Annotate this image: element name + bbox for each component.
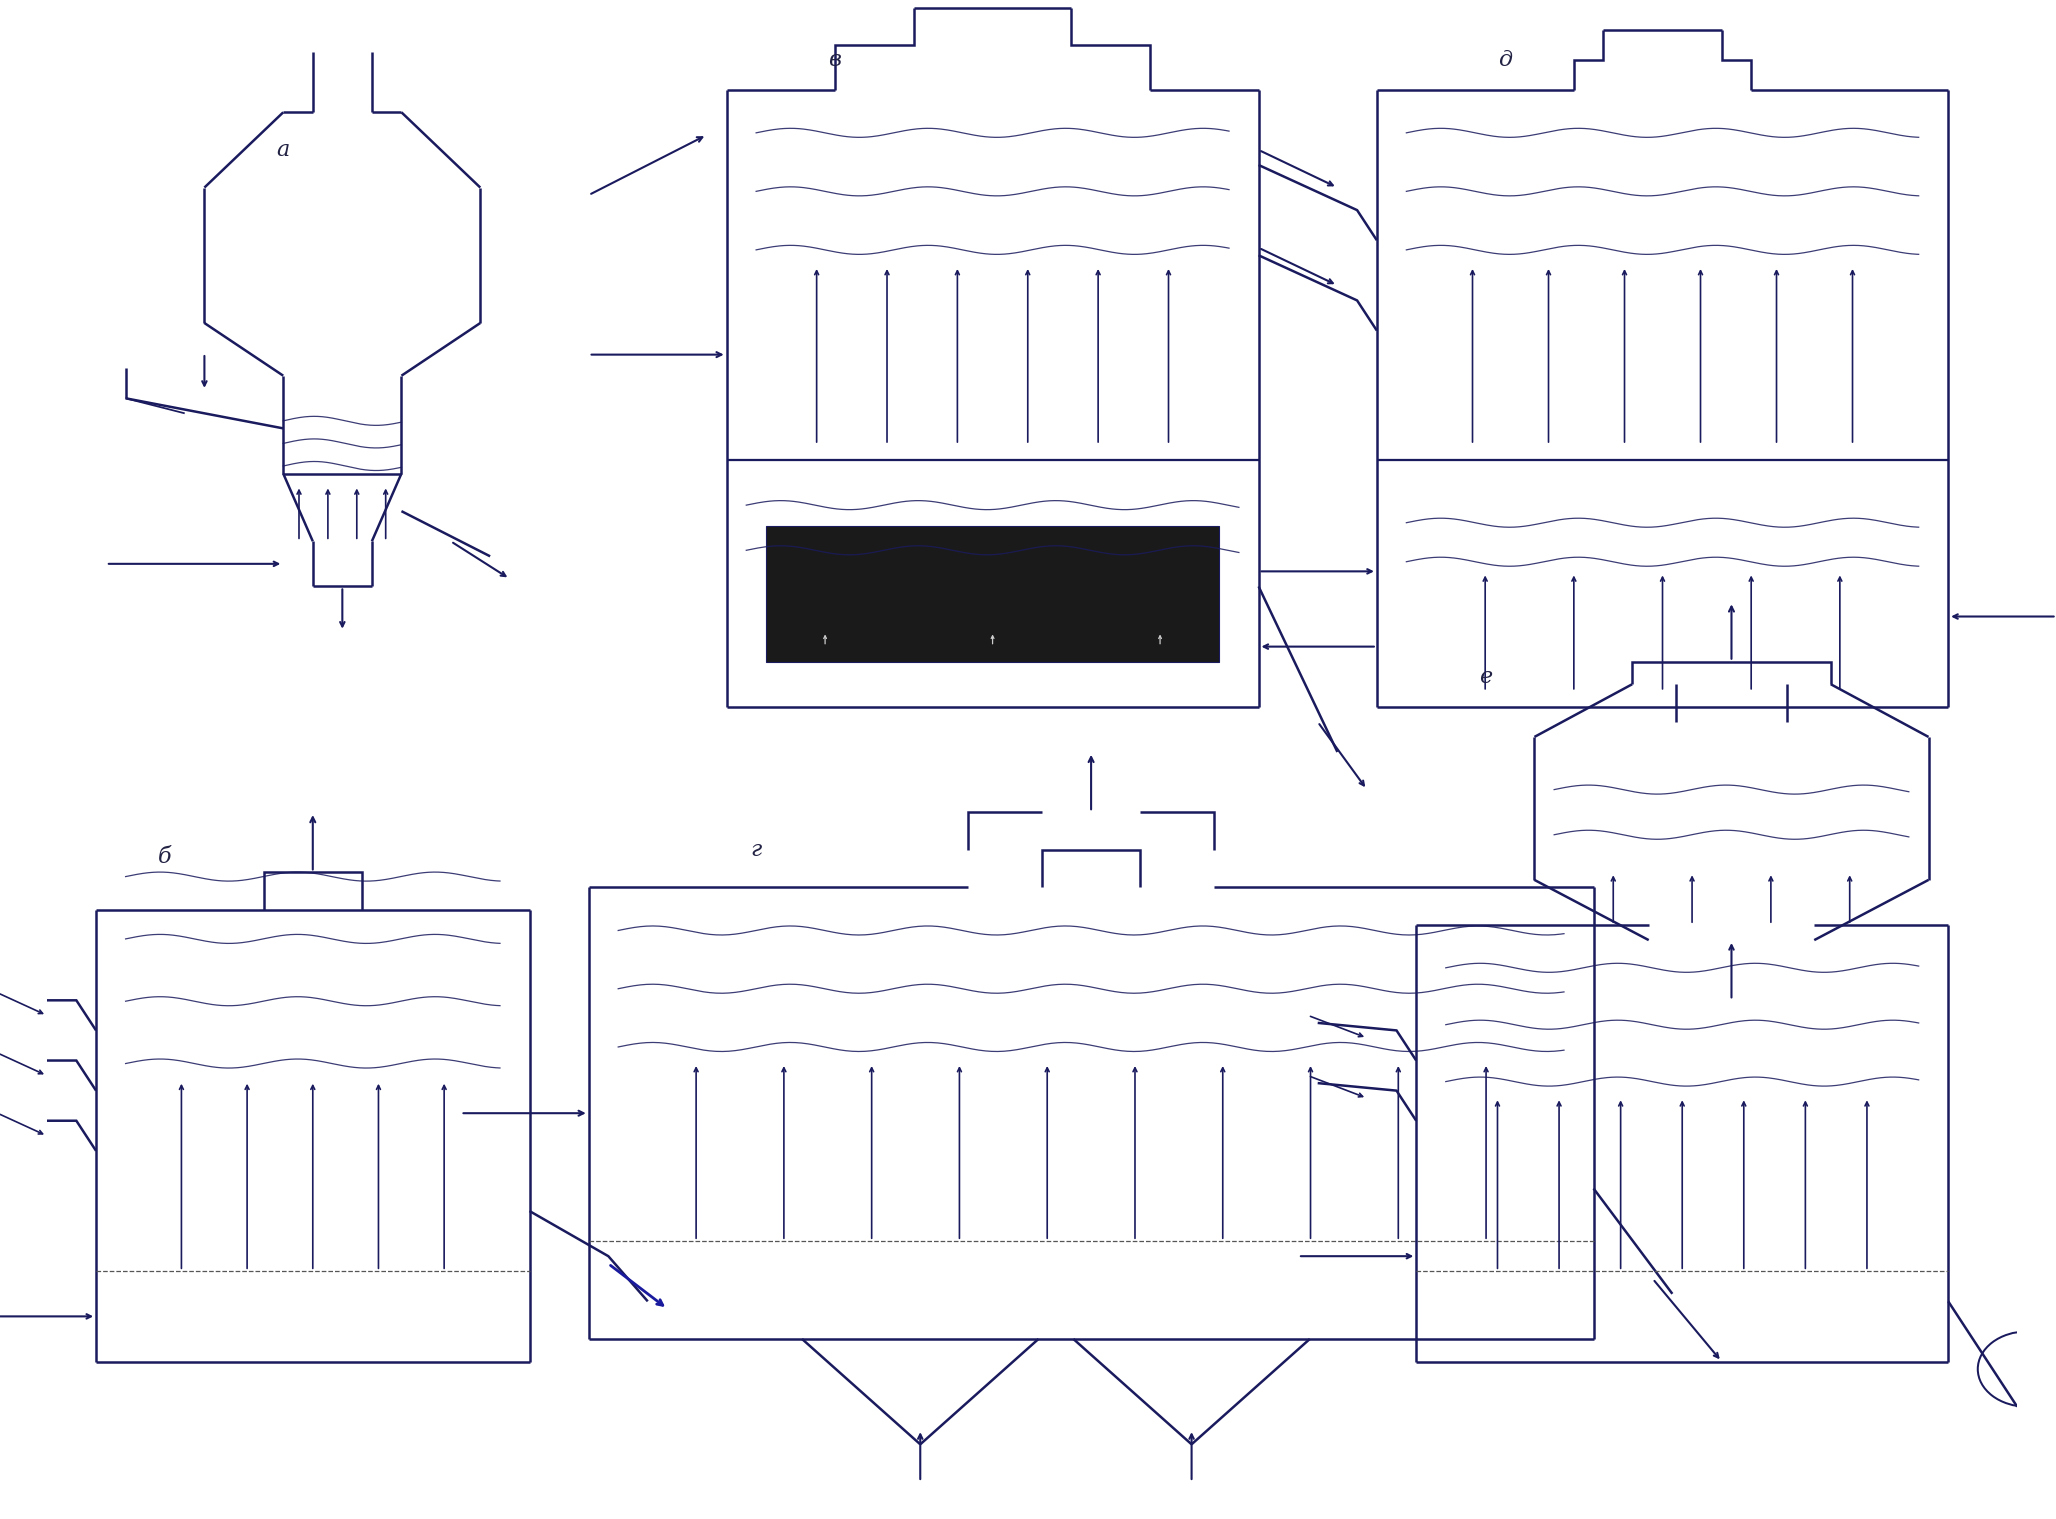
Text: е: е bbox=[1478, 665, 1493, 688]
Text: в: в bbox=[829, 49, 841, 70]
Text: а: а bbox=[278, 138, 290, 161]
Text: г: г bbox=[750, 838, 763, 861]
Text: д: д bbox=[1499, 49, 1511, 70]
Text: б: б bbox=[158, 846, 173, 869]
Bar bbox=[767, 526, 1219, 662]
